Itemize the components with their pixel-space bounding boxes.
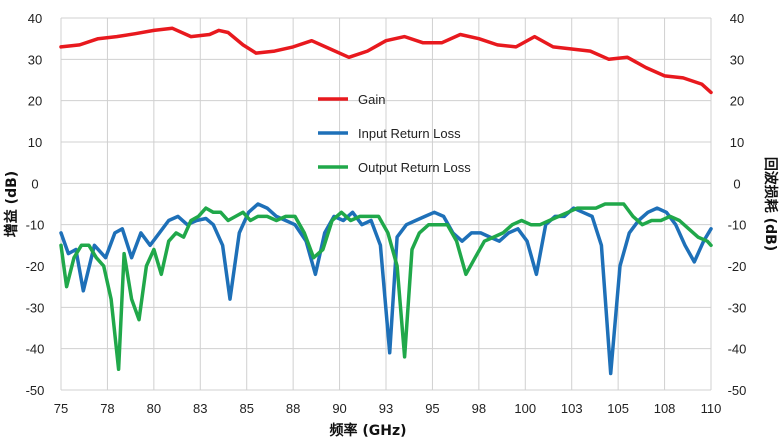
x-tick-label: 78 bbox=[100, 401, 114, 416]
y-tick-label-right: -30 bbox=[728, 300, 747, 315]
y-axis-right-title: 回波损耗 (dB) bbox=[762, 157, 779, 251]
series-lines bbox=[59, 26, 713, 376]
legend: Gain Input Return Loss Output Return Loss bbox=[318, 92, 471, 175]
y-tick-label-left: -20 bbox=[26, 259, 45, 274]
x-tick-label: 93 bbox=[379, 401, 393, 416]
y-tick-label-right: 0 bbox=[733, 176, 740, 191]
x-axis-ticks: 75 78 80 83 85 88 90 93 95 98 100 103 105 108 110 bbox=[54, 401, 722, 416]
series-line-input-return-loss bbox=[59, 202, 713, 376]
series-line-output-return-loss bbox=[59, 202, 713, 372]
y-tick-label-right: -20 bbox=[728, 259, 747, 274]
y-tick-label-left: -30 bbox=[26, 300, 45, 315]
y-tick-label-right: -40 bbox=[728, 342, 747, 357]
y-tick-label-left: 30 bbox=[28, 52, 42, 67]
x-tick-label: 103 bbox=[561, 401, 583, 416]
legend-label-output-return-loss: Output Return Loss bbox=[358, 160, 471, 175]
y-tick-label-right: -10 bbox=[728, 218, 747, 233]
x-tick-label: 88 bbox=[286, 401, 300, 416]
x-tick-label: 83 bbox=[193, 401, 207, 416]
y-tick-label-right: 20 bbox=[730, 94, 744, 109]
x-tick-label: 75 bbox=[54, 401, 68, 416]
y-tick-label-left: 0 bbox=[31, 176, 38, 191]
x-tick-label: 110 bbox=[701, 401, 722, 416]
y-tick-label-left: 40 bbox=[28, 11, 42, 26]
x-tick-label: 98 bbox=[472, 401, 486, 416]
y-tick-label-left: 20 bbox=[28, 94, 42, 109]
y-tick-label-right: 40 bbox=[730, 11, 744, 26]
x-tick-label: 108 bbox=[654, 401, 676, 416]
y-tick-label-right: -50 bbox=[728, 383, 747, 398]
grid bbox=[60, 17, 712, 391]
y-tick-label-right: 30 bbox=[730, 52, 744, 67]
y-tick-label-left: -10 bbox=[26, 218, 45, 233]
y-axis-left-ticks: 40 30 20 10 0 -10 -20 -30 -40 -50 bbox=[26, 11, 45, 398]
y-axis-right-ticks: 40 30 20 10 0 -10 -20 -30 -40 -50 bbox=[728, 11, 747, 398]
x-tick-label: 85 bbox=[239, 401, 253, 416]
x-tick-label: 100 bbox=[514, 401, 536, 416]
x-tick-label: 95 bbox=[425, 401, 439, 416]
y-tick-label-left: -50 bbox=[26, 383, 45, 398]
legend-label-gain: Gain bbox=[358, 92, 385, 107]
legend-label-input-return-loss: Input Return Loss bbox=[358, 126, 461, 141]
y-tick-label-left: -40 bbox=[26, 342, 45, 357]
x-axis-title: 频率 (GHz) bbox=[329, 422, 406, 439]
x-tick-label: 105 bbox=[607, 401, 629, 416]
series-line-gain bbox=[59, 26, 713, 95]
y-tick-label-left: 10 bbox=[28, 135, 42, 150]
x-tick-label: 80 bbox=[147, 401, 161, 416]
x-tick-label: 90 bbox=[332, 401, 346, 416]
y-tick-label-right: 10 bbox=[730, 135, 744, 150]
y-axis-left-title: 增益 (dB) bbox=[3, 171, 20, 237]
